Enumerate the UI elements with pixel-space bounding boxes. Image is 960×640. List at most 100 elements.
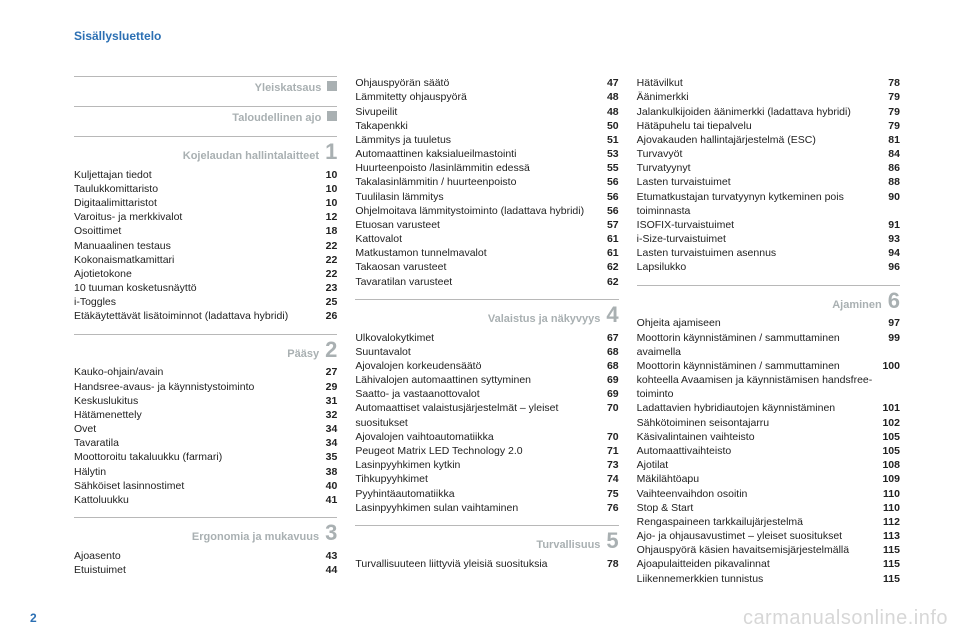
toc-entry-label: Turvatyynyt <box>637 161 889 175</box>
toc-entry: Taulukkomittaristo10 <box>74 182 337 196</box>
toc-entry: Automaattinen kaksialueilmastointi53 <box>355 147 618 161</box>
toc-entry: Takaosan varusteet62 <box>355 260 618 274</box>
section-title: Pääsy <box>287 347 319 362</box>
toc-entry: Ovet34 <box>74 422 337 436</box>
toc-entry-page: 76 <box>607 501 619 515</box>
section-header: Kojelaudan hallintalaitteet1 <box>74 136 337 164</box>
toc-entry-page: 69 <box>607 373 619 387</box>
toc-entry-page: 100 <box>882 359 900 373</box>
toc-entry: i-Toggles25 <box>74 295 337 309</box>
toc-entry-label: Keskuslukitus <box>74 394 326 408</box>
section-title: Taloudellinen ajo <box>232 111 321 126</box>
toc-entry-label: Saatto- ja vastaanottovalot <box>355 387 607 401</box>
toc-column: Hätävilkut78Äänimerkki79Jalankulkijoiden… <box>637 76 900 586</box>
toc-entry-label: 10 tuuman kosketusnäyttö <box>74 281 326 295</box>
toc-entry-page: 91 <box>888 218 900 232</box>
toc-entry-label: Ajotietokone <box>74 267 326 281</box>
toc-entry: Sähköiset lasinnostimet40 <box>74 479 337 493</box>
toc-entry-label: Kattoluukku <box>74 493 326 507</box>
toc-column: Yleiskatsaus Taloudellinen ajo Kojelaudan … <box>74 76 337 586</box>
toc-entry-label: Ajovakauden hallintajärjestelmä (ESC) <box>637 133 889 147</box>
toc-entry-page: 115 <box>883 557 900 571</box>
toc-entry-page: 26 <box>326 309 338 323</box>
toc-entry-label: Osoittimet <box>74 224 326 238</box>
toc-entry-page: 56 <box>607 175 619 189</box>
toc-entry-page: 35 <box>326 450 338 464</box>
toc-entry-label: Ajoasento <box>74 549 326 563</box>
toc-entry-page: 10 <box>326 196 338 210</box>
toc-entry: Vaihteenvaihdon osoitin110 <box>637 487 900 501</box>
toc-entry-page: 105 <box>882 444 900 458</box>
toc-entry: Kokonaismatkamittari22 <box>74 253 337 267</box>
section-title: Ergonomia ja mukavuus <box>192 530 319 545</box>
toc-entry-label: Ohjauspyörä käsien havaitsemisjärjestelm… <box>637 543 883 557</box>
toc-entry-label: Kuljettajan tiedot <box>74 168 326 182</box>
toc-entry-page: 105 <box>882 430 900 444</box>
watermark: carmanualsonline.info <box>743 605 948 632</box>
toc-entry: Etäkäytettävät lisätoiminnot (ladattava … <box>74 309 337 323</box>
toc-entry-label: Ovet <box>74 422 326 436</box>
toc-entry: Automaattiset valaistusjärjestelmät – yl… <box>355 401 618 429</box>
toc-entry-label: Sähköiset lasinnostimet <box>74 479 326 493</box>
toc-entry-label: Lasinpyyhkimen kytkin <box>355 458 607 472</box>
toc-entry-label: Etuosan varusteet <box>355 218 607 232</box>
toc-entry: Matkustamon tunnelmavalot61 <box>355 246 618 260</box>
toc-entry-page: 115 <box>883 572 900 586</box>
toc-entry: Hälytin38 <box>74 465 337 479</box>
toc-entry-label: Handsree-avaus- ja käynnistystoiminto <box>74 380 326 394</box>
toc-entry: Kattoluukku41 <box>74 493 337 507</box>
toc-entry-page: 62 <box>607 260 619 274</box>
section-title: Turvallisuus <box>536 538 600 553</box>
toc-entry-label: Mäkilähtöapu <box>637 472 883 486</box>
toc-entry: Etumatkustajan turvatyynyn kytkeminen po… <box>637 190 900 218</box>
toc-entry-page: 67 <box>607 331 619 345</box>
section-header: Turvallisuus5 <box>355 525 618 553</box>
toc-entry-page: 29 <box>326 380 338 394</box>
toc-entry: Tavaratilan varusteet62 <box>355 275 618 289</box>
toc-entry-page: 70 <box>607 401 619 415</box>
toc-entry: Mäkilähtöapu109 <box>637 472 900 486</box>
toc-entry-label: Automaattivaihteisto <box>637 444 883 458</box>
toc-entry: Ajotilat108 <box>637 458 900 472</box>
toc-column: Ohjauspyörän säätö47Lämmitetty ohjauspyö… <box>355 76 618 586</box>
toc-entry-page: 88 <box>888 175 900 189</box>
toc-entry-label: Stop & Start <box>637 501 883 515</box>
toc-entry-page: 78 <box>607 557 619 571</box>
toc-entry: Ohjeita ajamiseen97 <box>637 316 900 330</box>
toc-columns: Yleiskatsaus Taloudellinen ajo Kojelaudan … <box>74 76 900 586</box>
toc-entry-label: Hätämenettely <box>74 408 326 422</box>
toc-entry-page: 94 <box>888 246 900 260</box>
section-header: Valaistus ja näkyvyys4 <box>355 299 618 327</box>
toc-entry-label: Lämmitys ja tuuletus <box>355 133 607 147</box>
toc-entry-page: 79 <box>888 90 900 104</box>
toc-entry-label: Takalasinlämmitin / huurteenpoisto <box>355 175 607 189</box>
toc-entry: Lasten turvaistuimen asennus94 <box>637 246 900 260</box>
toc-entry-label: Tuulilasin lämmitys <box>355 190 607 204</box>
section-header: Yleiskatsaus <box>74 76 337 96</box>
toc-entry-page: 101 <box>882 401 900 415</box>
toc-entry-label: Tavaratila <box>74 436 326 450</box>
toc-entry: Lapsilukko96 <box>637 260 900 274</box>
toc-entry: Takapenkki50 <box>355 119 618 133</box>
toc-entry: Hätävilkut78 <box>637 76 900 90</box>
toc-entry: Rengaspaineen tarkkailujärjestelmä112 <box>637 515 900 529</box>
toc-entry: i-Size-turvaistuimet93 <box>637 232 900 246</box>
toc-entry: ISOFIX-turvaistuimet91 <box>637 218 900 232</box>
toc-entry-page: 97 <box>888 316 900 330</box>
toc-entry-label: Varoitus- ja merkkivalot <box>74 210 326 224</box>
toc-entry: Lasinpyyhkimen kytkin73 <box>355 458 618 472</box>
section-title: Yleiskatsaus <box>255 81 322 96</box>
toc-entry: Varoitus- ja merkkivalot12 <box>74 210 337 224</box>
toc-entry-page: 38 <box>326 465 338 479</box>
toc-entry: Etuistuimet44 <box>74 563 337 577</box>
toc-entry-page: 62 <box>607 275 619 289</box>
toc-entry-page: 93 <box>888 232 900 246</box>
section-header: Pääsy2 <box>74 334 337 362</box>
toc-entry-page: 115 <box>883 543 900 557</box>
toc-entry-page: 48 <box>607 90 619 104</box>
toc-entry-page: 79 <box>888 105 900 119</box>
toc-entry-page: 57 <box>607 218 619 232</box>
toc-entry-page: 56 <box>607 204 619 218</box>
toc-entry-label: Ohjeita ajamiseen <box>637 316 889 330</box>
toc-entry-label: i-Size-turvaistuimet <box>637 232 889 246</box>
